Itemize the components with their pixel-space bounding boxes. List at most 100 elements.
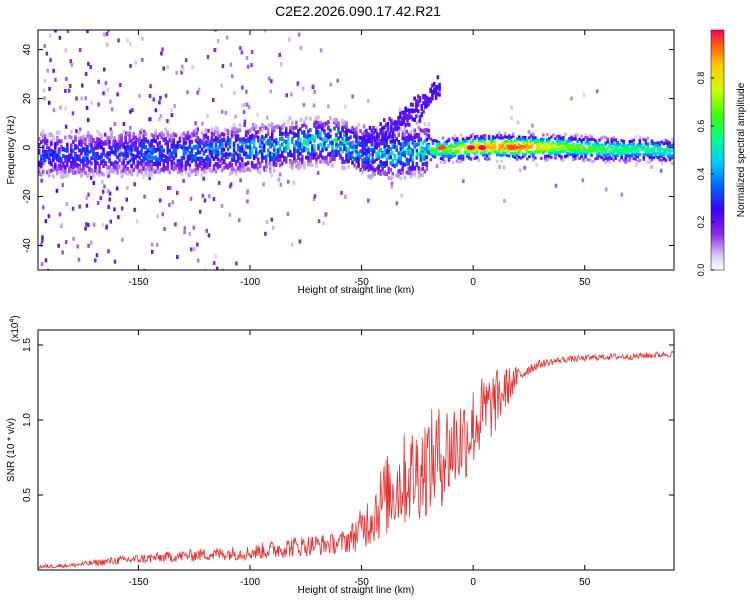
heatmap-ridge-cell (78, 136, 81, 141)
heatmap-ridge-cell (188, 142, 192, 147)
heatmap-ridge-cell (590, 149, 593, 153)
heatmap-ridge-cell (315, 115, 318, 120)
heatmap-ridge-cell (44, 134, 47, 138)
heatmap-noise-cell (115, 15, 118, 19)
heatmap-ridge-cell (371, 160, 374, 165)
heatmap-branch-cell (363, 146, 366, 151)
heatmap-ridge-cell (271, 124, 274, 129)
heatmap-ridge-cell (433, 155, 437, 159)
heatmap-noise-cell (239, 178, 242, 183)
heatmap-ridge-cell (435, 139, 439, 143)
heatmap-ridge-cell (566, 144, 569, 148)
heatmap-ridge-cell (260, 146, 264, 151)
heatmap-ridge-cell (285, 133, 288, 138)
heatmap-ridge-cell (48, 133, 51, 138)
heatmap-ridge-cell (632, 149, 635, 152)
heatmap-noise-cell (113, 207, 116, 212)
heatmap-ridge-cell (262, 148, 266, 153)
heatmap-noise-cell (64, 124, 68, 129)
heatmap-ridge-cell (403, 143, 406, 148)
heatmap-ridge-cell (198, 156, 202, 161)
heatmap-branch-cell (422, 101, 425, 106)
heatmap-ridge-cell (618, 152, 621, 156)
heatmap-ridge-cell (365, 165, 368, 170)
heatmap-ridge-cell (381, 170, 384, 175)
heatmap-x-tick-label: -150 (128, 277, 148, 288)
heatmap-ridge-cell (218, 164, 222, 169)
heatmap-noise-cell (67, 274, 70, 278)
heatmap-ridge-cell (166, 156, 169, 161)
heatmap-ridge-cell (401, 148, 404, 153)
heatmap-ridge-cell (668, 153, 672, 157)
heatmap-ridge-cell (254, 146, 258, 151)
heatmap-ridge-cell (218, 151, 222, 156)
heatmap-ridge-cell (210, 135, 214, 140)
heatmap-ridge-cell (94, 158, 97, 163)
heatmap-ridge-cell (248, 136, 252, 141)
heatmap-noise-cell (195, 131, 198, 136)
heatmap-noise-cell (224, 110, 227, 115)
heatmap-ridge-cell (473, 137, 477, 141)
heatmap-ridge-cell (82, 146, 85, 151)
heatmap-ridge-cell (606, 153, 609, 157)
heatmap-ridge-cell (252, 127, 256, 132)
heatmap-ridge-cell (126, 152, 129, 156)
heatmap-ridge-cell (70, 144, 73, 149)
heatmap-ridge-cell (130, 164, 133, 168)
heatmap-ridge-cell (578, 157, 581, 160)
heatmap-ridge-cell (616, 141, 619, 145)
heatmap-ridge-cell (102, 147, 105, 152)
heatmap-ridge-cell (60, 164, 63, 169)
heatmap-ridge-cell (540, 140, 543, 144)
heatmap-ridge-cell (166, 164, 169, 169)
heatmap-ridge-cell (524, 148, 527, 152)
heatmap-ridge-cell (152, 162, 155, 166)
heatmap-ridge-cell (485, 154, 489, 158)
heatmap-ridge-cell (258, 164, 262, 169)
heatmap-ridge-cell (654, 144, 658, 148)
heatmap-noise-cell (166, 130, 169, 135)
heatmap-noise-cell (161, 271, 164, 275)
heatmap-ridge-cell (262, 165, 266, 170)
heatmap-noise-cell (107, 173, 110, 178)
heatmap-noise-cell (67, 18, 70, 22)
heatmap-ridge-cell (246, 138, 250, 143)
heatmap-ridge-cell (313, 155, 316, 160)
heatmap-ridge-cell (355, 165, 358, 170)
heatmap-ridge-cell (335, 145, 338, 150)
heatmap-ridge-cell (126, 172, 129, 177)
heatmap-ridge-cell (122, 158, 125, 163)
heatmap-ridge-cell (652, 142, 656, 145)
heatmap-ridge-cell (485, 157, 489, 161)
colorbar-label: Normalized spectral amplitude (736, 82, 747, 217)
heatmap-noise-cell (71, 206, 75, 211)
heatmap-branch-cell (411, 117, 415, 122)
heatmap-ridge-cell (467, 156, 471, 160)
heatmap-ridge-cell (383, 163, 386, 168)
heatmap-noise-cell (168, 202, 171, 207)
heatmap-ridge-cell (341, 149, 344, 154)
heatmap-ridge-cell (634, 147, 637, 151)
heatmap-noise-cell (71, 111, 75, 116)
heatmap-ridge-cell (202, 151, 206, 156)
heatmap-ridge-cell (516, 157, 519, 161)
heatmap-ridge-cell (120, 173, 123, 178)
heatmap-ridge-cell (269, 157, 272, 162)
heatmap-ridge-cell (467, 148, 471, 152)
heatmap-ridge-cell (246, 129, 250, 134)
heatmap-ridge-cell (391, 138, 394, 143)
heatmap-branch-cell (415, 114, 418, 119)
heatmap-ridge-cell (576, 139, 579, 143)
heatmap-noise-cell (107, 189, 110, 194)
heatmap-ridge-cell (295, 132, 298, 137)
heatmap-ridge-cell (542, 149, 545, 153)
heatmap-ridge-cell (620, 145, 623, 149)
heatmap-ridge-cell (218, 158, 222, 163)
heatmap-ridge-cell (78, 142, 81, 146)
heatmap-ridge-cell (303, 122, 306, 127)
heatmap-noise-cell (42, 88, 46, 93)
heatmap-noise-cell (184, 58, 188, 63)
heatmap-branch-cell (393, 125, 397, 130)
heatmap-ridge-cell (309, 134, 312, 139)
heatmap-ridge-cell (60, 159, 63, 164)
